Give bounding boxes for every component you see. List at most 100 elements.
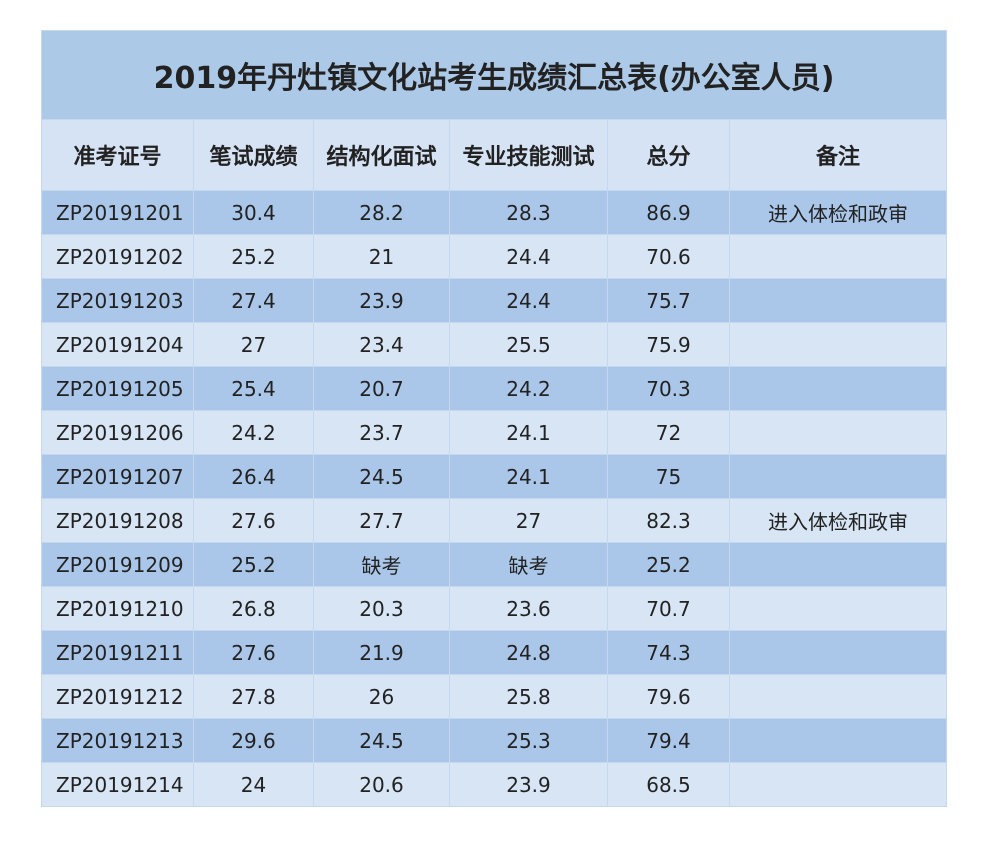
table-cell: 28.3 — [449, 190, 608, 235]
table-cell: 24.1 — [449, 410, 608, 455]
table-cell: 进入体检和政审 — [728, 498, 948, 543]
header-cell: 准考证号 — [41, 119, 194, 191]
header-cell: 备注 — [728, 119, 948, 191]
table-cell: ZP20191212 — [41, 674, 194, 719]
table-cell: 70.7 — [607, 586, 730, 631]
table-cell: 29.6 — [193, 718, 314, 763]
table-cell — [728, 762, 948, 807]
table-cell — [728, 542, 948, 587]
header-cell: 总分 — [607, 119, 730, 191]
table-cell: 75.7 — [607, 278, 730, 323]
table-cell: 68.5 — [607, 762, 730, 807]
table-cell: ZP20191214 — [41, 762, 194, 807]
header-cell: 结构化面试 — [313, 119, 450, 191]
table-cell: 24.5 — [313, 454, 450, 499]
table-cell: 27 — [193, 322, 314, 367]
table-row: ZP20191203 27.4 23.9 24.4 75.7 — [41, 278, 948, 323]
table-cell: 27.6 — [193, 498, 314, 543]
table-cell: 28.2 — [313, 190, 450, 235]
table-cell: ZP20191203 — [41, 278, 194, 323]
table-cell: 25.5 — [449, 322, 608, 367]
table-cell: 23.9 — [449, 762, 608, 807]
table-cell: 25.2 — [193, 542, 314, 587]
table-cell: ZP20191206 — [41, 410, 194, 455]
table-cell: 25.8 — [449, 674, 608, 719]
header-cell: 笔试成绩 — [193, 119, 314, 191]
table-cell: 21.9 — [313, 630, 450, 675]
table-cell: 27.6 — [193, 630, 314, 675]
table-cell: ZP20191204 — [41, 322, 194, 367]
table-cell: 23.4 — [313, 322, 450, 367]
score-table: 2019年丹灶镇文化站考生成绩汇总表(办公室人员) 准考证号 笔试成绩 结构化面试专… — [40, 30, 948, 807]
table-cell: 82.3 — [607, 498, 730, 543]
table-cell: 25.3 — [449, 718, 608, 763]
table-cell: 24.1 — [449, 454, 608, 499]
table-cell: 26.4 — [193, 454, 314, 499]
table-cell: ZP20191202 — [41, 234, 194, 279]
table-cell — [728, 234, 948, 279]
table-cell: ZP20191210 — [41, 586, 194, 631]
table-cell — [728, 278, 948, 323]
table-cell: 74.3 — [607, 630, 730, 675]
header-cell: 专业技能测试 — [449, 119, 608, 191]
table-cell: 24.2 — [449, 366, 608, 411]
table-cell: 27.7 — [313, 498, 450, 543]
table-row: ZP20191201 30.4 28.2 28.3 86.9 进入体检和政审 — [41, 190, 948, 235]
table-row: ZP20191214 24 20.6 23.9 68.5 — [41, 762, 948, 807]
table-cell: 24.8 — [449, 630, 608, 675]
table-cell: 25.2 — [607, 542, 730, 587]
table-cell: 24 — [193, 762, 314, 807]
table-cell: ZP20191209 — [41, 542, 194, 587]
table-cell: 20.3 — [313, 586, 450, 631]
table-cell — [728, 718, 948, 763]
table-cell: 26.8 — [193, 586, 314, 631]
table-cell: 24.4 — [449, 278, 608, 323]
table-row: ZP20191208 27.6 27.7 27 82.3 进入体检和政审 — [41, 498, 948, 543]
table-cell: 20.7 — [313, 366, 450, 411]
table-cell — [728, 454, 948, 499]
table-cell — [728, 366, 948, 411]
table-cell: 79.6 — [607, 674, 730, 719]
table-cell — [728, 674, 948, 719]
table-row: ZP20191213 29.6 24.5 25.3 79.4 — [41, 718, 948, 763]
table-row: ZP20191210 26.8 20.3 23.6 70.7 — [41, 586, 948, 631]
table-cell: 26 — [313, 674, 450, 719]
table-cell: 21 — [313, 234, 450, 279]
table-row: ZP20191204 27 23.4 25.5 75.9 — [41, 322, 948, 367]
table-cell: 27.4 — [193, 278, 314, 323]
table-title: 2019年丹灶镇文化站考生成绩汇总表(办公室人员) — [40, 30, 948, 120]
table-cell — [728, 322, 948, 367]
header-row: 准考证号 笔试成绩 结构化面试 专业技能测试 总分 备注 — [41, 119, 948, 191]
table-cell: 30.4 — [193, 190, 314, 235]
table-row: ZP20191206 24.2 23.7 24.1 72 — [41, 410, 948, 455]
table-cell: 24.2 — [193, 410, 314, 455]
table-cell: 27.8 — [193, 674, 314, 719]
table-row: ZP20191209 25.2 缺考 缺考 25.2 — [41, 542, 948, 587]
table-cell: ZP20191201 — [41, 190, 194, 235]
table-cell: 86.9 — [607, 190, 730, 235]
table-cell: 24.5 — [313, 718, 450, 763]
table-row: ZP20191212 27.8 26 25.8 79.6 — [41, 674, 948, 719]
table-cell: 缺考 — [449, 542, 608, 587]
table-cell: 23.6 — [449, 586, 608, 631]
table-row: ZP20191202 25.2 21 24.4 70.6 — [41, 234, 948, 279]
table-cell: 25.4 — [193, 366, 314, 411]
table-cell: 70.6 — [607, 234, 730, 279]
table-cell: ZP20191213 — [41, 718, 194, 763]
table-cell: 27 — [449, 498, 608, 543]
table-cell: 24.4 — [449, 234, 608, 279]
table-cell: ZP20191208 — [41, 498, 194, 543]
table-cell: ZP20191205 — [41, 366, 194, 411]
table-cell — [728, 630, 948, 675]
table-cell: 25.2 — [193, 234, 314, 279]
table-row: ZP20191211 27.6 21.9 24.8 74.3 — [41, 630, 948, 675]
table-cell — [728, 586, 948, 631]
table-cell: 72 — [607, 410, 730, 455]
table-row: ZP20191207 26.4 24.5 24.1 75 — [41, 454, 948, 499]
table-cell: 进入体检和政审 — [728, 190, 948, 235]
table-cell: 23.9 — [313, 278, 450, 323]
table-cell: 75.9 — [607, 322, 730, 367]
table-cell: 缺考 — [313, 542, 450, 587]
table-cell: 70.3 — [607, 366, 730, 411]
